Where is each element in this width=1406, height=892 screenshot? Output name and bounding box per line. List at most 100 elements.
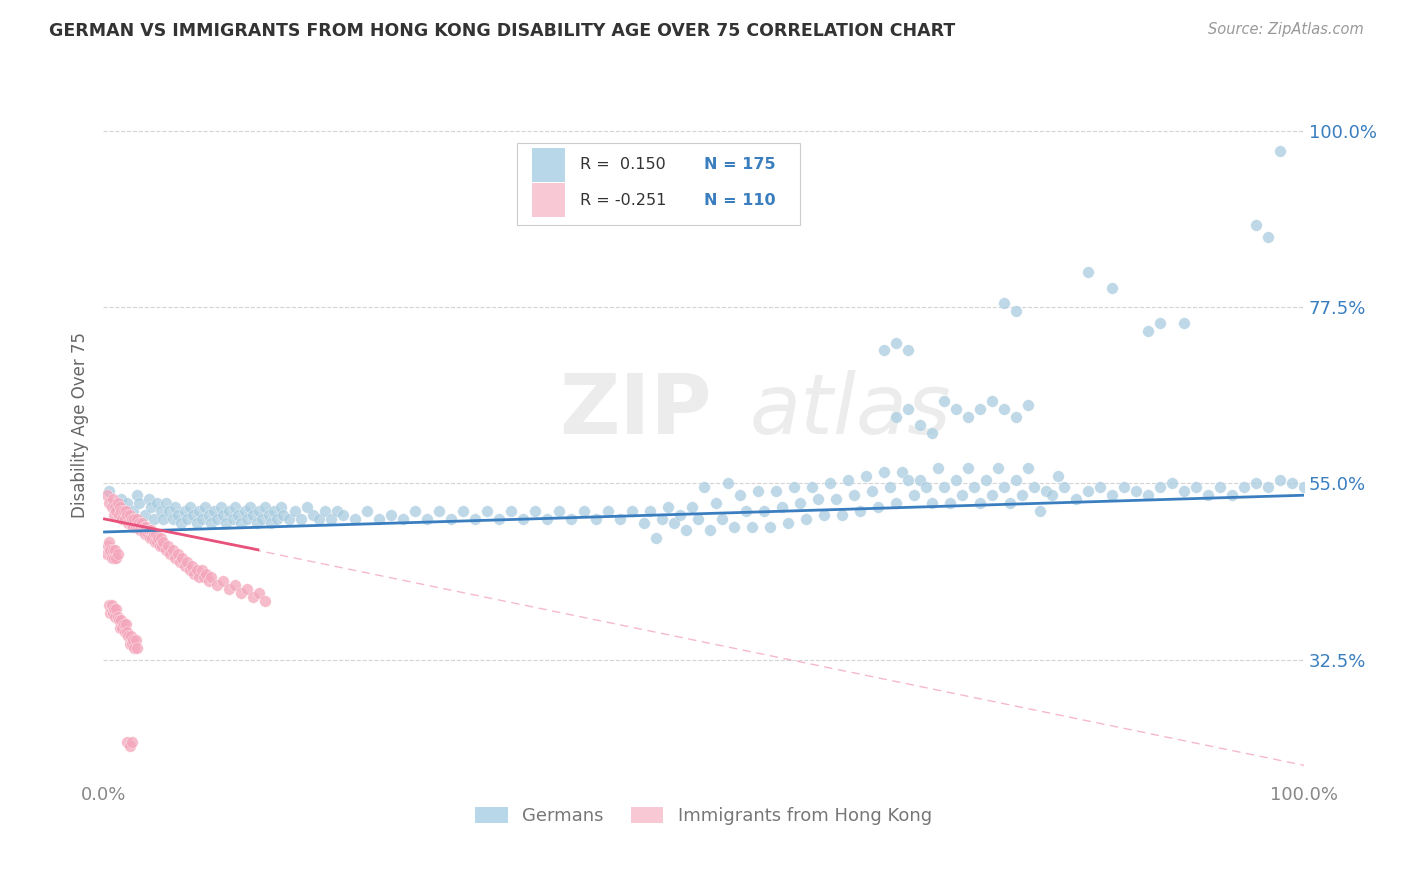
Point [173, 504, 195, 518]
Point [105, 601, 128, 615]
Point [477, 504, 499, 518]
Point [107, 508, 129, 522]
Point [1209, 480, 1232, 494]
Point [939, 496, 962, 510]
Point [105, 550, 128, 565]
Point [96, 488, 118, 502]
Point [776, 516, 799, 530]
Point [866, 500, 889, 514]
Text: Source: ZipAtlas.com: Source: ZipAtlas.com [1208, 22, 1364, 37]
Point [344, 512, 367, 526]
Point [224, 500, 246, 514]
Point [104, 500, 127, 514]
Point [1022, 480, 1045, 494]
Point [987, 460, 1010, 475]
Point [752, 504, 775, 518]
Point [908, 473, 931, 487]
Point [236, 582, 259, 597]
Point [108, 500, 131, 514]
Point [813, 508, 835, 522]
Point [1046, 468, 1069, 483]
Point [242, 590, 264, 604]
Point [699, 524, 721, 538]
Point [231, 586, 253, 600]
Point [956, 460, 979, 475]
Point [117, 629, 139, 643]
Point [1101, 488, 1123, 502]
Point [956, 409, 979, 424]
Point [974, 473, 997, 487]
Point [278, 512, 301, 526]
Point [108, 621, 131, 635]
Point [183, 566, 205, 581]
Point [115, 496, 138, 510]
Point [831, 508, 853, 522]
Point [114, 625, 136, 640]
Point [170, 516, 193, 530]
Point [873, 465, 896, 479]
Point [134, 508, 156, 522]
Point [453, 504, 475, 518]
Point [1005, 473, 1028, 487]
Point [98, 535, 121, 549]
Point [308, 512, 330, 526]
Point [807, 492, 830, 507]
Point [139, 531, 162, 545]
Point [195, 566, 218, 581]
Point [101, 543, 124, 558]
Point [1035, 484, 1057, 499]
Point [157, 504, 180, 518]
Point [118, 739, 141, 753]
Point [146, 496, 169, 510]
Point [148, 531, 170, 545]
Point [104, 543, 127, 558]
Point [512, 512, 534, 526]
Point [1268, 473, 1291, 487]
Point [314, 504, 336, 518]
Text: R = -0.251: R = -0.251 [579, 193, 666, 208]
Point [250, 512, 273, 526]
Point [927, 460, 949, 475]
Point [1029, 504, 1052, 518]
Point [115, 625, 138, 640]
Point [125, 488, 148, 502]
Point [107, 496, 129, 510]
Point [162, 543, 184, 558]
Point [156, 539, 179, 553]
Point [921, 425, 943, 440]
Point [270, 500, 292, 514]
Point [842, 488, 865, 502]
Point [686, 512, 709, 526]
Point [332, 508, 354, 522]
Point [104, 609, 127, 624]
Point [155, 496, 177, 510]
Point [107, 614, 129, 628]
Point [222, 512, 245, 526]
Point [146, 535, 169, 549]
Point [103, 508, 125, 522]
Point [176, 555, 198, 569]
Point [728, 488, 751, 502]
Point [620, 504, 643, 518]
Point [704, 496, 727, 510]
Point [181, 508, 204, 522]
Point [903, 488, 925, 502]
Point [879, 480, 901, 494]
Text: GERMAN VS IMMIGRANTS FROM HONG KONG DISABILITY AGE OVER 75 CORRELATION CHART: GERMAN VS IMMIGRANTS FROM HONG KONG DISA… [49, 22, 956, 40]
Point [638, 504, 661, 518]
Point [97, 539, 120, 553]
Point [118, 508, 141, 522]
Point [127, 519, 149, 533]
Point [734, 504, 756, 518]
Point [692, 480, 714, 494]
Point [190, 563, 212, 577]
Point [789, 496, 811, 510]
Point [897, 343, 920, 358]
Point [98, 484, 121, 499]
Point [596, 504, 619, 518]
Point [148, 539, 170, 553]
Point [162, 512, 184, 526]
Point [115, 617, 138, 632]
Point [572, 504, 595, 518]
Point [115, 504, 138, 518]
